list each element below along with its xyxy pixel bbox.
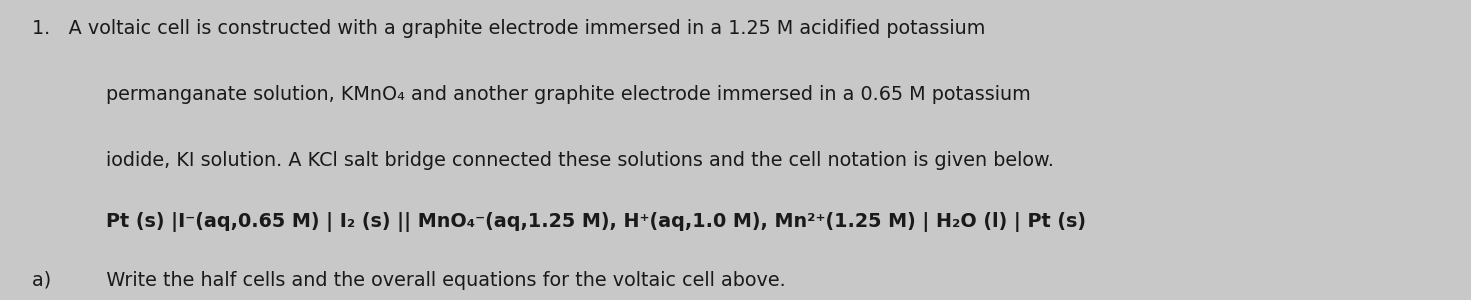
Text: 1.   A voltaic cell is constructed with a graphite electrode immersed in a 1.25 : 1. A voltaic cell is constructed with a … xyxy=(32,20,986,38)
Text: Pt (s) |I⁻(aq,0.65 M) | I₂ (s) || MnO₄⁻(aq,1.25 M), H⁺(aq,1.0 M), Mn²⁺(1.25 M) |: Pt (s) |I⁻(aq,0.65 M) | I₂ (s) || MnO₄⁻(… xyxy=(106,212,1086,232)
Text: iodide, KI solution. A KCl salt bridge connected these solutions and the cell no: iodide, KI solution. A KCl salt bridge c… xyxy=(106,152,1053,170)
Text: permanganate solution, KMnO₄ and another graphite electrode immersed in a 0.65 M: permanganate solution, KMnO₄ and another… xyxy=(106,85,1031,104)
Text: a)         Write the half cells and the overall equations for the voltaic cell a: a) Write the half cells and the overall … xyxy=(32,271,786,290)
